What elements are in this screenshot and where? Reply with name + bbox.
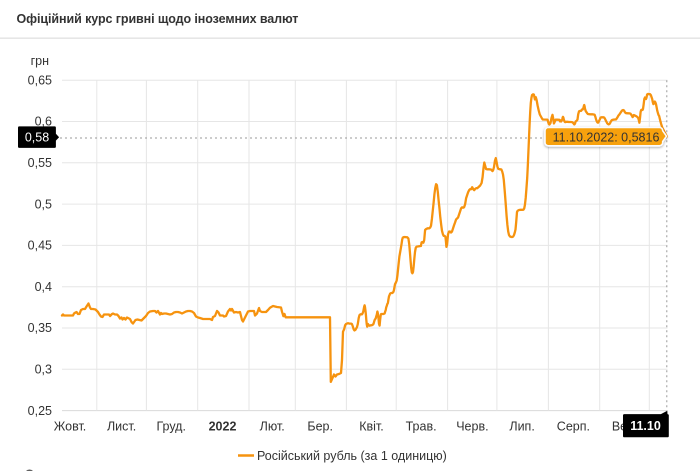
svg-text:Лист.: Лист. xyxy=(107,420,136,434)
svg-text:Лип.: Лип. xyxy=(509,420,534,434)
svg-text:0,35: 0,35 xyxy=(28,321,52,335)
svg-text:Бер.: Бер. xyxy=(307,420,333,434)
svg-text:11.10: 11.10 xyxy=(630,419,661,433)
svg-text:0,45: 0,45 xyxy=(28,239,52,253)
svg-text:Російський рубль (за 1 одиницю: Російський рубль (за 1 одиницю) xyxy=(257,449,447,463)
svg-text:0,55: 0,55 xyxy=(28,156,52,170)
svg-text:Трав.: Трав. xyxy=(406,420,437,434)
svg-text:0,3: 0,3 xyxy=(35,363,52,377)
svg-text:0,25: 0,25 xyxy=(28,404,52,418)
svg-text:0,65: 0,65 xyxy=(28,73,52,87)
svg-text:0,58: 0,58 xyxy=(25,130,49,144)
svg-text:0,5: 0,5 xyxy=(35,197,52,211)
svg-text:0,4: 0,4 xyxy=(35,280,52,294)
svg-text:2022: 2022 xyxy=(209,420,237,434)
svg-text:Груд.: Груд. xyxy=(156,420,185,434)
svg-text:Черв.: Черв. xyxy=(456,420,488,434)
svg-text:Квіт.: Квіт. xyxy=(359,420,384,434)
svg-text:грн: грн xyxy=(31,54,50,68)
svg-text:Лют.: Лют. xyxy=(260,420,285,434)
svg-text:0,6: 0,6 xyxy=(35,115,52,129)
svg-text:Жовт.: Жовт. xyxy=(54,420,87,434)
svg-text:Серп.: Серп. xyxy=(557,420,590,434)
svg-text:Офіційний курс гривні щодо іно: Офіційний курс гривні щодо іноземних вал… xyxy=(17,12,299,26)
svg-text:11.10.2022: 0,5816: 11.10.2022: 0,5816 xyxy=(553,130,660,144)
